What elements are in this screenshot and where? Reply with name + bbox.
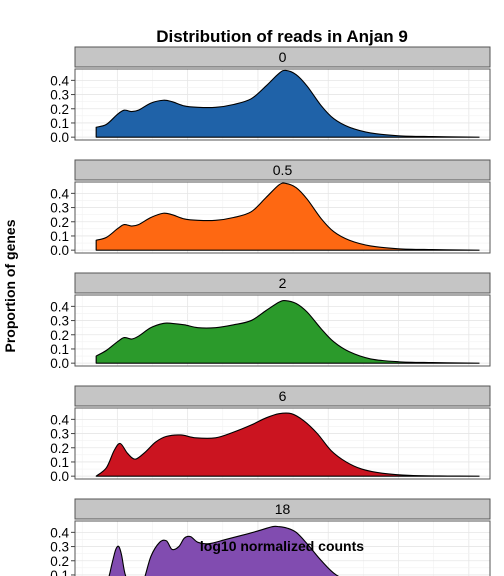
y-tick-label: 0.3 [50, 314, 69, 329]
facet-strip-label: 2 [279, 275, 287, 291]
y-tick-label: 0.4 [50, 525, 69, 540]
y-axis-title: Proportion of genes [2, 219, 18, 352]
facet-strip-label: 6 [279, 388, 287, 404]
y-tick-label: 0.0 [50, 130, 69, 145]
y-tick-label: 0.4 [50, 299, 69, 314]
facet-panel: 2 0.00.10.20.30.4 [50, 273, 490, 371]
y-tick-label: 0.0 [50, 243, 69, 258]
x-axis-title: log10 normalized counts [200, 538, 364, 554]
facet-strip-label: 0 [279, 49, 287, 65]
y-tick-label: 0.3 [50, 88, 69, 103]
facet-panel: 6 0.00.10.20.30.4 [50, 386, 490, 484]
y-tick-label: 0.4 [50, 412, 69, 427]
y-tick-label: 0.1 [50, 229, 69, 244]
y-tick-label: 0.1 [50, 568, 69, 576]
y-tick-label: 0.1 [50, 116, 69, 131]
y-tick-label: 0.2 [50, 554, 69, 569]
y-tick-label: 0.2 [50, 102, 69, 117]
facet-strip-label: 0.5 [273, 162, 293, 178]
y-tick-label: 0.3 [50, 540, 69, 555]
y-tick-label: 0.0 [50, 469, 69, 484]
y-tick-label: 0.2 [50, 215, 69, 230]
facet-strip-label: 18 [275, 501, 291, 517]
y-tick-label: 0.3 [50, 201, 69, 216]
y-tick-label: 0.2 [50, 328, 69, 343]
facet-panels: 00.00.10.20.30.40.50.00.10.20.30.420.00.… [50, 47, 490, 576]
y-tick-label: 0.3 [50, 427, 69, 442]
y-tick-label: 0.4 [50, 186, 69, 201]
y-tick-label: 0.4 [50, 73, 69, 88]
facet-panel: 0.5 0.00.10.20.30.4 [50, 160, 490, 258]
y-tick-label: 0.1 [50, 342, 69, 357]
y-tick-label: 0.2 [50, 441, 69, 456]
chart-title: Distribution of reads in Anjan 9 [156, 27, 408, 46]
y-tick-label: 0.1 [50, 455, 69, 470]
facet-panel: 0 0.00.10.20.30.4 [50, 47, 490, 145]
y-tick-label: 0.0 [50, 356, 69, 371]
